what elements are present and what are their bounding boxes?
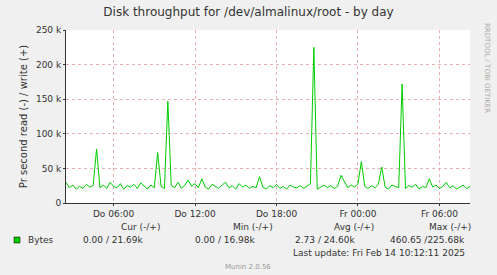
svg-text:0.00 / 16.98k: 0.00 / 16.98k bbox=[195, 235, 256, 245]
svg-text:460.65 /225.68k: 460.65 /225.68k bbox=[390, 235, 465, 245]
svg-text:Fr 06:00: Fr 06:00 bbox=[421, 209, 458, 219]
svg-text:100 k: 100 k bbox=[36, 129, 62, 139]
svg-text:Cur (-/+): Cur (-/+) bbox=[121, 222, 160, 232]
svg-text:0.00 / 21.69k: 0.00 / 21.69k bbox=[83, 235, 144, 245]
svg-text:250 k: 250 k bbox=[36, 25, 62, 35]
svg-text:RRDTOOL / TOBI OETIKER: RRDTOOL / TOBI OETIKER bbox=[483, 23, 491, 113]
svg-text:Do 18:00: Do 18:00 bbox=[256, 209, 298, 219]
svg-text:2.73 / 24.60k: 2.73 / 24.60k bbox=[295, 235, 356, 245]
svg-text:Avg (-/+): Avg (-/+) bbox=[334, 222, 374, 232]
svg-text:Bytes: Bytes bbox=[28, 235, 54, 245]
svg-text:Fr 00:00: Fr 00:00 bbox=[339, 209, 376, 219]
svg-text:Do 06:00: Do 06:00 bbox=[93, 209, 135, 219]
svg-text:Munin 2.0.56: Munin 2.0.56 bbox=[225, 263, 271, 271]
svg-text:0: 0 bbox=[55, 198, 61, 208]
svg-text:150 k: 150 k bbox=[36, 94, 62, 104]
svg-text:50 k: 50 k bbox=[42, 164, 62, 174]
svg-text:200 k: 200 k bbox=[36, 60, 62, 70]
svg-text:Disk throughput for /dev/almal: Disk throughput for /dev/almalinux/root … bbox=[103, 5, 393, 19]
svg-text:Min (-/+): Min (-/+) bbox=[233, 222, 273, 232]
svg-text:Do 12:00: Do 12:00 bbox=[174, 209, 216, 219]
svg-text:Last update: Fri Feb 14 10:12:: Last update: Fri Feb 14 10:12:11 2025 bbox=[293, 248, 465, 258]
svg-text:Pr second read (-) / write (+): Pr second read (-) / write (+) bbox=[18, 45, 29, 188]
svg-text:Max (-/+): Max (-/+) bbox=[429, 222, 471, 232]
